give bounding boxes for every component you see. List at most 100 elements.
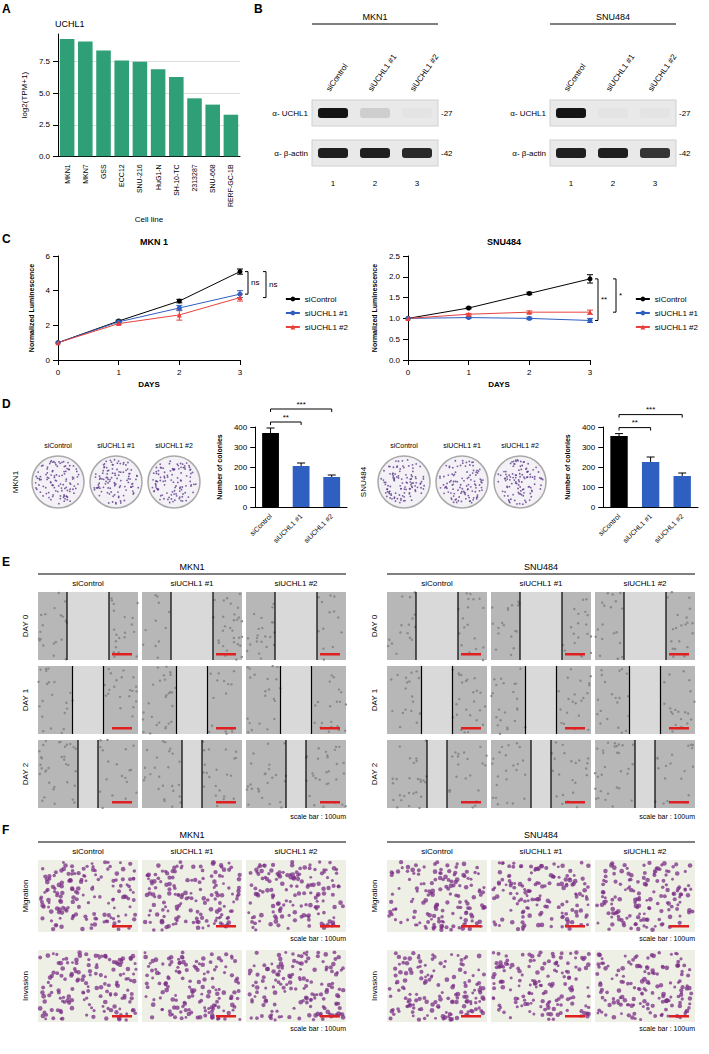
svg-text:siUCHL1 #1: siUCHL1 #1 (305, 309, 349, 318)
svg-text:SNU484: SNU484 (596, 12, 630, 22)
svg-text:siUCHL1 #1: siUCHL1 #1 (604, 52, 636, 93)
svg-text:ns: ns (251, 278, 259, 287)
svg-text:α- β-actin: α- β-actin (274, 149, 308, 158)
svg-text:siUCHL1 #1: siUCHL1 #1 (272, 512, 304, 544)
svg-text:*: * (619, 291, 622, 300)
svg-text:400: 400 (582, 423, 596, 432)
svg-text:DAYS: DAYS (138, 380, 160, 389)
svg-text:siUCHL1 #2: siUCHL1 #2 (646, 52, 678, 93)
svg-text:siUCHL1 #2: siUCHL1 #2 (155, 442, 193, 449)
svg-text:scale bar : 100um: scale bar : 100um (290, 1025, 346, 1032)
svg-text:F: F (2, 823, 9, 837)
svg-text:1: 1 (116, 368, 121, 377)
svg-text:siUCHL1 #2: siUCHL1 #2 (303, 512, 335, 544)
svg-text:siControl: siControl (249, 512, 274, 537)
svg-text:Normalized Luminescence: Normalized Luminescence (371, 264, 378, 352)
svg-text:siUCHL1 #1: siUCHL1 #1 (443, 442, 481, 449)
svg-text:2.0: 2.0 (389, 272, 401, 281)
svg-text:DAYS: DAYS (488, 380, 510, 389)
svg-text:A: A (2, 2, 11, 16)
svg-text:siUCHL1 #2: siUCHL1 #2 (305, 323, 349, 332)
svg-text:siUCHL1 #1: siUCHL1 #1 (97, 442, 135, 449)
svg-text:Number of colonies: Number of colonies (216, 434, 223, 499)
svg-text:siUCHL1 #1: siUCHL1 #1 (366, 52, 398, 93)
svg-text:SNU484: SNU484 (524, 562, 558, 572)
svg-text:SNU-216: SNU-216 (136, 164, 143, 193)
svg-text:Normalized Luminescence: Normalized Luminescence (28, 264, 35, 352)
svg-text:ECC12: ECC12 (118, 164, 125, 187)
svg-text:-42: -42 (679, 149, 691, 158)
svg-text:0: 0 (56, 368, 61, 377)
svg-text:scale bar : 100um: scale bar : 100um (290, 813, 346, 820)
svg-text:300: 300 (234, 443, 248, 452)
svg-text:MKN1: MKN1 (11, 470, 20, 493)
svg-text:100: 100 (234, 483, 248, 492)
svg-text:MKN7: MKN7 (82, 164, 89, 184)
svg-text:0: 0 (46, 356, 51, 365)
svg-text:ns: ns (269, 280, 277, 289)
svg-text:Invasion: Invasion (370, 971, 379, 1001)
svg-text:log2(TPM+1): log2(TPM+1) (20, 72, 29, 119)
svg-text:4: 4 (46, 286, 51, 295)
svg-text:MKN1: MKN1 (64, 164, 71, 184)
svg-text:siUCHL1 #2: siUCHL1 #2 (655, 323, 699, 332)
svg-text:300: 300 (582, 443, 596, 452)
svg-text:-42: -42 (441, 149, 453, 158)
svg-text:DAY 0: DAY 0 (370, 614, 379, 637)
svg-text:1: 1 (331, 179, 336, 188)
svg-text:D: D (2, 397, 11, 411)
svg-text:2.5: 2.5 (39, 120, 51, 129)
svg-text:siUCHL1 #1: siUCHL1 #1 (519, 579, 563, 588)
svg-text:RERF-GC-1B: RERF-GC-1B (227, 164, 234, 207)
svg-text:2: 2 (611, 179, 616, 188)
svg-text:1: 1 (569, 179, 574, 188)
svg-text:HuG1-N: HuG1-N (155, 164, 162, 190)
svg-text:2: 2 (177, 368, 182, 377)
svg-text:siControl: siControl (562, 62, 588, 93)
svg-text:0: 0 (591, 503, 596, 512)
svg-text:5.0: 5.0 (39, 89, 51, 98)
svg-text:siControl: siControl (655, 295, 687, 304)
svg-text:MKN1: MKN1 (179, 562, 204, 572)
svg-text:α- UCHL1: α- UCHL1 (510, 109, 546, 118)
svg-text:-27: -27 (441, 109, 453, 118)
svg-text:0.5: 0.5 (389, 335, 401, 344)
svg-text:siUCHL1 #1: siUCHL1 #1 (170, 579, 214, 588)
svg-text:SH-10-TC: SH-10-TC (173, 164, 180, 196)
svg-text:-27: -27 (679, 109, 691, 118)
svg-text:scale bar : 100um: scale bar : 100um (639, 1025, 695, 1032)
svg-text:Cell line: Cell line (135, 215, 164, 224)
svg-text:scale bar : 100um: scale bar : 100um (639, 813, 695, 820)
svg-text:GSS: GSS (100, 164, 107, 179)
svg-text:E: E (2, 555, 10, 569)
svg-text:200: 200 (582, 463, 596, 472)
svg-text:scale bar : 100um: scale bar : 100um (639, 935, 695, 942)
svg-text:**: ** (632, 418, 638, 427)
svg-text:siUCHL1 #2: siUCHL1 #2 (501, 442, 539, 449)
svg-text:0.0: 0.0 (39, 152, 51, 161)
svg-text:siUCHL1 #2: siUCHL1 #2 (408, 52, 440, 93)
svg-text:MKN 1: MKN 1 (140, 237, 168, 247)
svg-text:siControl: siControl (597, 512, 622, 537)
svg-text:siUCHL1 #1: siUCHL1 #1 (519, 847, 563, 856)
svg-text:1.0: 1.0 (389, 314, 401, 323)
svg-text:scale bar : 100um: scale bar : 100um (290, 935, 346, 942)
svg-text:3: 3 (238, 368, 243, 377)
svg-text:0: 0 (243, 503, 248, 512)
svg-text:2313287: 2313287 (191, 164, 198, 191)
svg-text:DAY 1: DAY 1 (21, 688, 30, 711)
svg-text:SNU484: SNU484 (359, 466, 368, 497)
svg-text:SNU484: SNU484 (524, 830, 558, 840)
svg-text:DAY 1: DAY 1 (370, 688, 379, 711)
svg-text:**: ** (283, 413, 289, 422)
svg-text:siControl: siControl (72, 847, 104, 856)
svg-text:1: 1 (466, 368, 471, 377)
svg-text:α- β-actin: α- β-actin (512, 149, 546, 158)
svg-text:B: B (254, 2, 263, 16)
svg-text:6: 6 (46, 252, 51, 261)
svg-text:siControl: siControl (305, 295, 337, 304)
svg-text:α- UCHL1: α- UCHL1 (272, 109, 308, 118)
svg-text:siUCHL1 #1: siUCHL1 #1 (170, 847, 214, 856)
svg-text:siControl: siControl (44, 442, 72, 449)
svg-text:siUCHL1 #2: siUCHL1 #2 (623, 579, 667, 588)
